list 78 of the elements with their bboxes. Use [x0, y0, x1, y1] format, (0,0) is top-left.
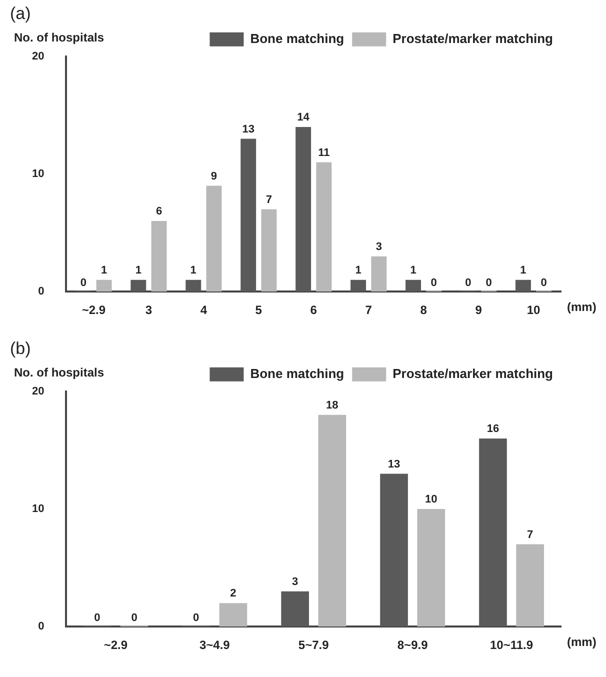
- x-tick-label: 10~11.9: [490, 638, 534, 652]
- bar: [417, 509, 446, 627]
- y-tick-label: 0: [38, 286, 44, 298]
- bar: [406, 280, 421, 292]
- data-label: 0: [465, 277, 472, 290]
- bar: [350, 280, 366, 292]
- bar: [380, 474, 408, 627]
- bar: [316, 162, 332, 292]
- x-tick-label: 3: [145, 303, 152, 318]
- data-label: 9: [210, 170, 218, 182]
- data-label: 13: [388, 458, 400, 470]
- bar: [219, 603, 248, 627]
- y-tick-label: 10: [32, 168, 44, 180]
- x-axis-title: (mm): [567, 300, 596, 314]
- data-label: 0: [193, 612, 200, 624]
- bar: [206, 186, 222, 292]
- data-label: 10: [425, 494, 438, 506]
- data-label: 1: [135, 264, 142, 276]
- bar: [515, 280, 531, 292]
- x-tick-label: 10: [526, 303, 541, 318]
- data-label: 1: [355, 264, 362, 276]
- data-label: 1: [520, 264, 526, 276]
- x-tick-label: 4: [200, 303, 208, 318]
- legend-label: Bone matching: [250, 366, 344, 381]
- data-label: 6: [156, 206, 162, 218]
- bar: [240, 138, 256, 292]
- x-tick-label: 8: [420, 303, 428, 318]
- legend-label: Prostate/marker matching: [392, 366, 554, 381]
- chart-title: (b): [10, 338, 31, 358]
- x-tick-label: 9: [475, 303, 482, 318]
- data-label: 3: [292, 576, 298, 588]
- data-label: 7: [266, 194, 272, 206]
- data-label: 13: [242, 123, 254, 136]
- bar: [151, 221, 167, 292]
- y-axis-title: No. of hospitals: [14, 30, 104, 45]
- bar: [261, 209, 277, 292]
- y-tick-label: 10: [32, 503, 44, 516]
- x-tick-label: 3~4.9: [199, 638, 230, 652]
- x-tick-label: 7: [365, 303, 372, 318]
- data-label: 11: [318, 146, 330, 159]
- bar: [318, 414, 346, 627]
- data-label: 0: [80, 277, 86, 290]
- legend-label: Prostate/marker matching: [392, 30, 554, 46]
- data-label: 1: [100, 264, 108, 276]
- data-label: 18: [326, 399, 338, 412]
- x-tick-label: 5: [255, 303, 262, 318]
- data-label: 0: [540, 277, 547, 290]
- bar: [186, 280, 202, 292]
- data-label: 2: [230, 588, 236, 600]
- y-tick-label: 20: [32, 50, 44, 62]
- bar: [516, 544, 544, 627]
- data-label: 0: [486, 277, 492, 290]
- x-tick-label: 5~7.9: [298, 638, 330, 652]
- x-tick-label: ~2.9: [82, 303, 106, 318]
- bar: [281, 591, 309, 627]
- bar: [96, 280, 112, 292]
- data-label: 7: [527, 528, 534, 541]
- y-tick-label: 20: [32, 385, 44, 398]
- x-axis-title: (mm): [567, 634, 596, 649]
- x-tick-label: 8~9.9: [397, 638, 428, 652]
- data-label: 0: [94, 612, 100, 624]
- bar: [130, 280, 146, 292]
- data-label: 0: [430, 277, 437, 290]
- y-tick-label: 0: [38, 620, 44, 633]
- data-label: 3: [376, 240, 382, 253]
- legend-label: Bone matching: [250, 30, 344, 46]
- chart-title: (a): [10, 4, 31, 23]
- data-label: 14: [297, 111, 310, 124]
- data-label: 1: [190, 264, 196, 276]
- data-label: 1: [410, 264, 416, 276]
- y-axis-title: No. of hospitals: [14, 366, 104, 380]
- x-tick-label: 6: [310, 303, 318, 318]
- x-tick-label: ~2.9: [104, 638, 128, 652]
- bar: [371, 256, 387, 292]
- data-label: 0: [131, 612, 138, 624]
- bar: [296, 126, 312, 292]
- data-label: 16: [486, 422, 500, 435]
- bar: [479, 438, 507, 627]
